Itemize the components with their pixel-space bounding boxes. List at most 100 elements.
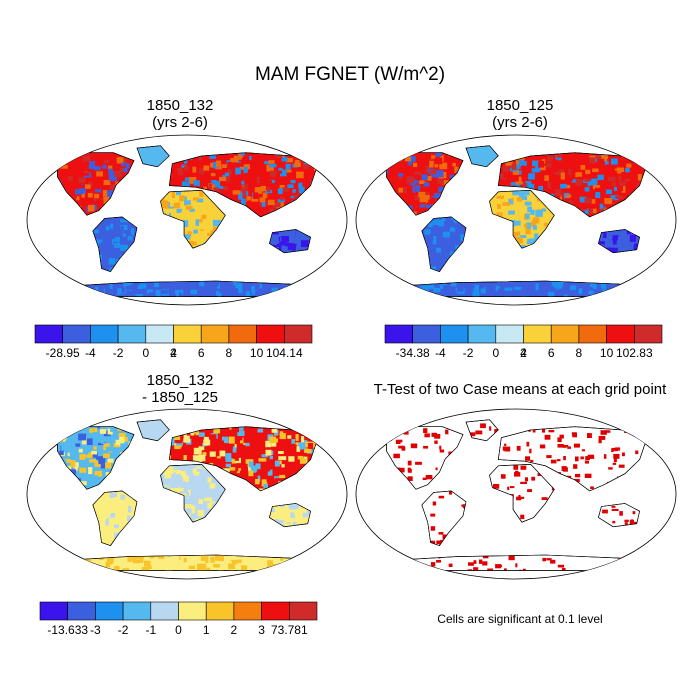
significant-cell	[580, 456, 584, 460]
grid-cell	[450, 290, 454, 297]
grid-cell	[615, 195, 624, 199]
colorbar-swatch	[467, 324, 497, 344]
map-panel-3	[355, 408, 677, 580]
grid-cell	[85, 181, 89, 185]
continent-outline-greenland	[136, 419, 170, 442]
grid-cell	[560, 164, 568, 172]
grid-cell	[638, 159, 645, 163]
grid-cell	[480, 157, 487, 163]
grid-cell	[108, 168, 113, 176]
grid-cell	[96, 171, 103, 177]
colorbar-tick-label: -28.95	[46, 346, 80, 360]
panel-title-ttest: T-Test of two Case means at each grid po…	[350, 381, 690, 398]
grid-cell	[527, 238, 534, 243]
grid-cell	[199, 480, 206, 485]
grid-cell	[527, 222, 531, 229]
grid-cell	[244, 183, 248, 189]
grid-cell	[298, 182, 303, 189]
grid-cell	[255, 290, 262, 295]
significant-cell	[628, 569, 633, 571]
grid-cell	[116, 560, 121, 565]
grid-cell	[414, 194, 419, 201]
grid-cell	[450, 282, 457, 287]
grid-cell	[584, 289, 589, 293]
grid-cell	[178, 215, 185, 220]
grid-cell	[525, 195, 532, 202]
colorbar-2: -13.633 -3 -2 -1 0 1 2 3 73.781	[39, 601, 318, 637]
significant-cell	[613, 453, 620, 459]
grid-cell	[105, 446, 114, 452]
grid-cell	[512, 190, 520, 196]
grid-cell	[171, 191, 176, 199]
grid-cell	[226, 281, 232, 286]
grid-cell	[428, 259, 435, 267]
grid-cell	[61, 567, 65, 571]
grid-cell	[188, 556, 196, 562]
colorbar-swatch	[145, 324, 174, 344]
grid-cell	[449, 174, 457, 179]
continent-outline-australia	[269, 503, 311, 528]
grid-cell	[117, 216, 125, 221]
grid-cell	[69, 187, 78, 194]
grid-cell	[399, 286, 407, 293]
grid-cell	[216, 160, 222, 168]
grid-cell	[547, 284, 552, 290]
grid-cell	[187, 560, 194, 565]
significant-cell	[618, 464, 625, 468]
grid-cell	[617, 236, 625, 243]
grid-cell	[272, 202, 281, 208]
grid-cell	[567, 195, 574, 200]
grid-cell	[251, 289, 255, 295]
grid-cell	[626, 163, 632, 168]
grid-cell	[512, 169, 519, 175]
colorbar-swatch	[283, 324, 313, 344]
grid-cell	[285, 163, 291, 170]
grid-cell	[218, 568, 224, 571]
colorbar-tick-label: 102.83	[616, 346, 653, 360]
grid-cell	[248, 461, 254, 468]
grid-cell	[123, 281, 130, 287]
grid-cell	[235, 456, 239, 461]
significant-cell	[550, 559, 556, 564]
significant-cell	[407, 476, 413, 481]
grid-cell	[226, 194, 232, 200]
grid-cell	[439, 253, 448, 259]
grid-cell	[223, 186, 229, 191]
significant-cell	[492, 484, 500, 489]
grid-cell	[171, 560, 179, 564]
grid-cell	[483, 161, 488, 167]
significant-cell	[619, 511, 623, 516]
grid-cell	[160, 281, 166, 287]
colorbar-tick-label: 0	[142, 346, 149, 360]
grid-cell	[204, 497, 212, 502]
grid-cell	[191, 507, 196, 514]
grid-cell	[599, 282, 607, 289]
grid-cell	[299, 559, 305, 566]
grid-cell	[277, 447, 285, 451]
grid-cell	[293, 285, 299, 292]
grid-cell	[176, 208, 183, 213]
grid-cell	[192, 197, 200, 201]
grid-cell	[281, 511, 289, 516]
grid-cell	[597, 174, 604, 180]
grid-cell	[92, 451, 98, 458]
significant-cell	[602, 509, 608, 514]
grid-cell	[511, 163, 517, 170]
grid-cell	[225, 463, 231, 468]
grid-cell	[96, 199, 104, 205]
grid-cell	[109, 175, 117, 182]
grid-cell	[147, 282, 151, 286]
grid-cell	[424, 195, 430, 200]
colorbar-swatch	[150, 601, 179, 621]
grid-cell	[80, 563, 88, 568]
grid-cell	[601, 289, 607, 296]
grid-cell	[269, 436, 277, 444]
grid-cell	[169, 439, 176, 446]
grid-cell	[305, 515, 311, 522]
grid-cell	[472, 291, 480, 297]
grid-cell	[109, 494, 113, 498]
grid-cell	[193, 227, 198, 234]
grid-cell	[278, 170, 282, 174]
grid-cell	[81, 438, 87, 445]
grid-cell	[193, 481, 199, 486]
